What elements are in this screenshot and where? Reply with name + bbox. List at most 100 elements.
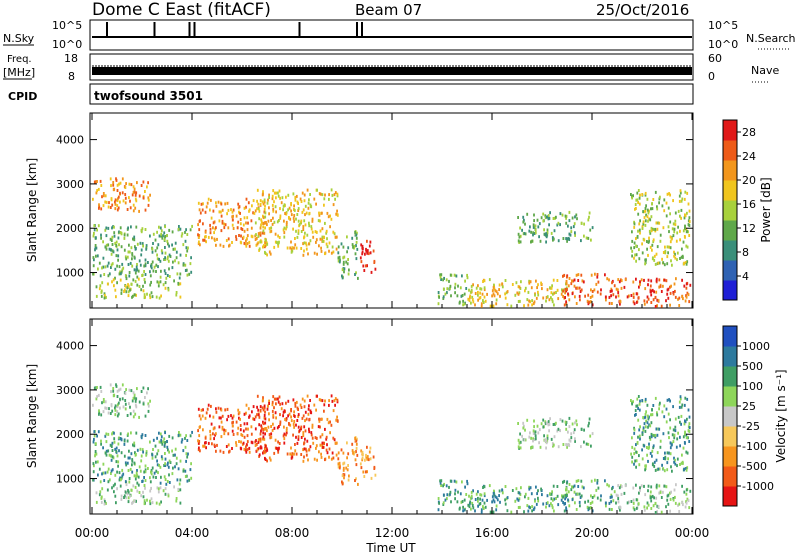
- echo-cell: [612, 293, 615, 297]
- echo-cell: [292, 192, 295, 196]
- echo-cell: [164, 464, 167, 467]
- echo-cell: [336, 209, 338, 213]
- echo-cell: [449, 273, 452, 277]
- echo-cell: [651, 494, 654, 498]
- echo-cell: [529, 486, 532, 490]
- echo-cell: [223, 226, 226, 230]
- echo-cell: [259, 240, 262, 244]
- echo-cell: [213, 220, 216, 224]
- echo-cell: [133, 474, 136, 478]
- echo-cell: [295, 435, 297, 439]
- echo-cell: [332, 203, 335, 207]
- echo-cell: [257, 438, 260, 442]
- echo-cell: [243, 435, 246, 439]
- echo-cell: [535, 279, 537, 283]
- echo-cell: [355, 439, 358, 443]
- echo-cell: [686, 191, 689, 195]
- echo-cell: [198, 434, 201, 438]
- echo-cell: [667, 251, 669, 255]
- echo-cell: [682, 503, 684, 507]
- echo-cell: [136, 263, 138, 266]
- echo-cell: [333, 438, 336, 442]
- echo-cell: [304, 429, 307, 433]
- echo-cell: [157, 265, 159, 269]
- echo-cell: [303, 199, 306, 203]
- echo-cell: [226, 407, 229, 411]
- echo-cell: [684, 420, 687, 424]
- echo-cell: [663, 278, 666, 282]
- echo-cell: [100, 290, 103, 294]
- echo-cell: [570, 226, 573, 230]
- echo-cell: [635, 244, 637, 248]
- echo-cell: [291, 452, 294, 456]
- echo-cell: [164, 492, 167, 496]
- echo-cell: [299, 197, 302, 201]
- echo-cell: [259, 446, 262, 450]
- echo-cell: [113, 187, 116, 191]
- echo-cell: [129, 288, 131, 292]
- echo-cell: [120, 272, 122, 276]
- echo-cell: [156, 486, 159, 490]
- echo-cell: [346, 468, 349, 472]
- echo-cell: [579, 504, 581, 508]
- echo-cell: [322, 239, 324, 243]
- freq-tick-top: 18: [64, 52, 78, 65]
- echo-cell: [620, 279, 623, 283]
- colorbar-segment: [723, 220, 737, 241]
- cpid-strip: CPID twofsound 3501: [8, 83, 694, 105]
- echo-cell: [557, 445, 560, 449]
- echo-cell: [355, 446, 358, 450]
- echo-cell: [116, 204, 119, 208]
- echo-cell: [684, 505, 687, 509]
- echo-cell: [114, 288, 117, 292]
- echo-cell: [533, 232, 536, 235]
- echo-cell: [262, 202, 265, 206]
- echo-cell: [550, 296, 552, 300]
- echo-cell: [147, 409, 150, 413]
- echo-cell: [300, 230, 303, 233]
- echo-cell: [141, 227, 144, 231]
- echo-cell: [688, 426, 691, 430]
- echo-cell: [98, 493, 101, 497]
- echo-cell: [523, 304, 525, 308]
- echo-cell: [220, 420, 223, 424]
- echo-cell: [672, 222, 675, 226]
- echo-cell: [161, 236, 164, 240]
- echo-cell: [175, 497, 178, 500]
- echo-cell: [124, 402, 127, 406]
- echo-cell: [468, 505, 471, 509]
- echo-cell: [94, 454, 96, 458]
- echo-cell: [140, 288, 143, 292]
- echo-cell: [676, 464, 678, 468]
- echo-cell: [240, 440, 242, 444]
- echo-cell: [492, 292, 495, 296]
- echo-cell: [672, 199, 674, 203]
- echo-cell: [101, 401, 103, 405]
- echo-cell: [663, 404, 666, 408]
- echo-cell: [212, 209, 215, 213]
- echo-cell: [533, 438, 536, 441]
- echo-cell: [154, 238, 157, 242]
- echo-cell: [337, 245, 340, 249]
- echo-cell: [643, 505, 646, 509]
- echo-cell: [620, 485, 623, 489]
- echo-cell: [567, 442, 570, 446]
- echo-cell: [282, 208, 284, 212]
- echo-cell: [222, 244, 225, 248]
- echo-cell: [159, 432, 162, 436]
- echo-cell: [156, 280, 159, 284]
- echo-cell: [130, 282, 133, 286]
- echo-cell: [538, 222, 541, 226]
- echo-cell: [361, 450, 364, 454]
- echo-cell: [564, 493, 567, 497]
- echo-cell: [498, 288, 500, 292]
- echo-cell: [125, 463, 128, 467]
- echo-cell: [164, 258, 167, 261]
- echo-cell: [504, 485, 507, 488]
- echo-cell: [649, 218, 652, 222]
- echo-cell: [190, 462, 192, 466]
- echo-cell: [264, 211, 267, 215]
- echo-cell: [116, 264, 118, 268]
- echo-cell: [685, 262, 688, 266]
